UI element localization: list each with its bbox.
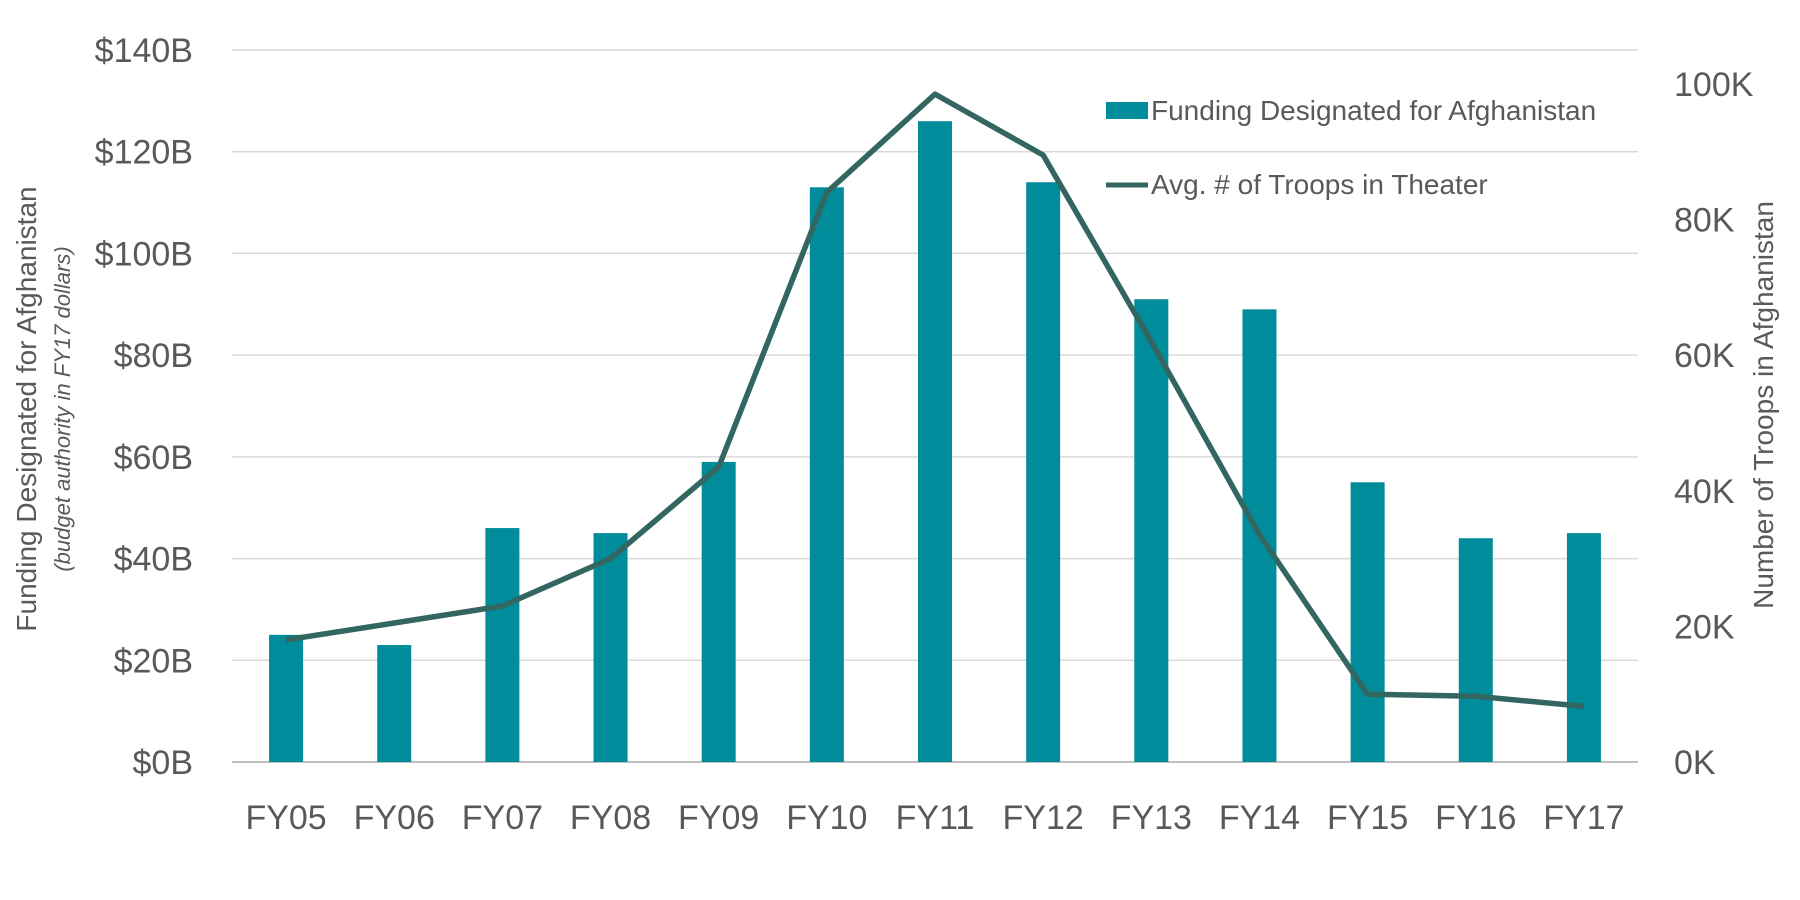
- left-tick-label: $120B: [95, 134, 193, 172]
- funding-bar-fy11: [918, 121, 952, 762]
- x-tick-label: FY10: [786, 799, 867, 837]
- troops-line: [285, 91, 1585, 710]
- funding-bar-fy15: [1350, 482, 1385, 762]
- funding-bar-fy10: [809, 187, 844, 763]
- funding-bar-fy12: [1026, 182, 1061, 762]
- funding-bar-fy06: [377, 645, 412, 762]
- right-axis-ticks: 0K 20K 40K 60K 80K 100K: [1674, 66, 1754, 782]
- right-axis-title: Number of Troops in Afghanistan: [1748, 201, 1779, 609]
- legend-bar-swatch: [1106, 102, 1148, 119]
- left-tick-label: $140B: [95, 32, 193, 70]
- funding-bar-fy08: [593, 533, 628, 762]
- x-tick-label: FY13: [1111, 799, 1192, 837]
- right-tick-label: 0K: [1674, 744, 1716, 782]
- legend: Funding Designated for Afghanistan Avg. …: [1106, 95, 1596, 200]
- x-tick-label: FY06: [354, 799, 435, 837]
- x-tick-label: FY08: [570, 799, 651, 837]
- funding-bar-fy07: [485, 528, 520, 762]
- x-tick-label: FY07: [462, 799, 543, 837]
- funding-bar-fy13: [1134, 299, 1169, 762]
- legend-line-label: Avg. # of Troops in Theater: [1151, 169, 1488, 200]
- funding-bars: [269, 121, 1601, 763]
- left-axis-subtitle: (budget authority in FY17 dollars): [50, 246, 75, 571]
- left-axis-title: Funding Designated for Afghanistan: [11, 186, 42, 631]
- x-axis-ticks: FY05 FY06 FY07 FY08 FY09 FY10 FY11 FY12 FY13 FY14…: [245, 799, 1624, 837]
- right-tick-label: 60K: [1674, 337, 1735, 375]
- left-tick-label: $80B: [114, 337, 193, 375]
- funding-bar-fy16: [1458, 538, 1493, 762]
- left-axis-ticks: $0B $20B $40B $60B $80B $100B $120B $140B: [95, 32, 193, 782]
- left-tick-label: $20B: [114, 642, 193, 680]
- x-tick-label: FY14: [1219, 799, 1300, 837]
- right-tick-label: 20K: [1674, 608, 1735, 646]
- x-tick-label: FY15: [1327, 799, 1408, 837]
- x-tick-label: FY12: [1003, 799, 1084, 837]
- x-tick-label: FY09: [678, 799, 759, 837]
- funding-bar-fy09: [701, 461, 736, 762]
- funding-bar-fy17: [1566, 533, 1601, 762]
- x-tick-label: FY11: [896, 799, 975, 837]
- left-tick-label: $40B: [114, 541, 193, 579]
- troops-line-layer: [285, 91, 1585, 710]
- right-tick-label: 80K: [1674, 202, 1735, 240]
- left-tick-label: $100B: [95, 235, 193, 273]
- funding-bar-fy05: [269, 634, 304, 762]
- legend-bar-label: Funding Designated for Afghanistan: [1151, 95, 1596, 126]
- x-tick-label: FY17: [1543, 799, 1624, 837]
- right-tick-label: 40K: [1674, 473, 1735, 511]
- left-tick-label: $60B: [114, 439, 193, 477]
- x-tick-label: FY16: [1435, 799, 1516, 837]
- left-tick-label: $0B: [133, 744, 194, 782]
- right-tick-label: 100K: [1674, 66, 1754, 104]
- x-tick-label: FY05: [245, 799, 326, 837]
